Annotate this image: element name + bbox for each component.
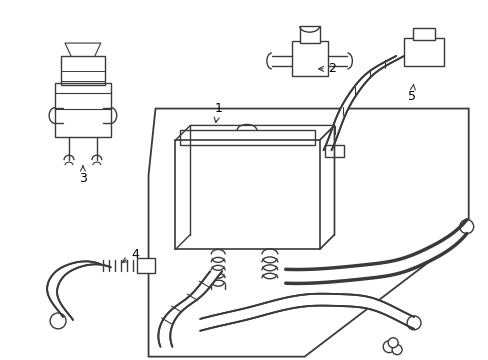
Circle shape (387, 338, 397, 348)
Circle shape (391, 345, 401, 355)
Bar (324, 145, 344, 157)
Circle shape (459, 220, 473, 234)
Circle shape (406, 316, 420, 330)
Bar (55, 83, 111, 137)
Bar (136, 258, 154, 273)
Text: 3: 3 (79, 166, 87, 185)
Bar (403, 38, 443, 66)
Bar (299, 26, 319, 43)
Circle shape (50, 313, 66, 329)
Polygon shape (47, 261, 111, 320)
Text: 2: 2 (318, 62, 336, 75)
Bar (180, 130, 314, 145)
Polygon shape (285, 220, 466, 283)
Text: 4: 4 (122, 248, 139, 262)
Circle shape (383, 341, 394, 353)
Bar (412, 28, 434, 40)
Bar (175, 140, 319, 249)
Polygon shape (200, 294, 413, 331)
Text: 1: 1 (214, 102, 222, 122)
Polygon shape (158, 271, 222, 347)
Bar (291, 41, 327, 76)
Polygon shape (323, 56, 403, 150)
Text: 5: 5 (407, 84, 415, 103)
Bar (61, 56, 104, 85)
